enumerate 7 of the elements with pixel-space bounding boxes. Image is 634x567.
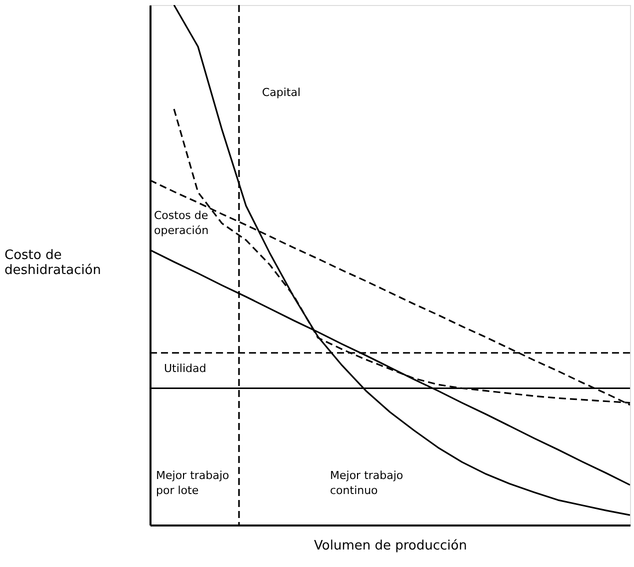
x-axis-title: Volumen de producción [314,538,467,554]
annotation: Costos de operación [154,209,209,237]
annotation: Mejor trabajo continuo [330,469,404,497]
y-axis-title: Costo de deshidratación [4,248,101,278]
annotation: Mejor trabajo por lote [156,469,230,497]
annotation: Utilidad [164,362,206,375]
annotation: Capital [262,86,301,99]
